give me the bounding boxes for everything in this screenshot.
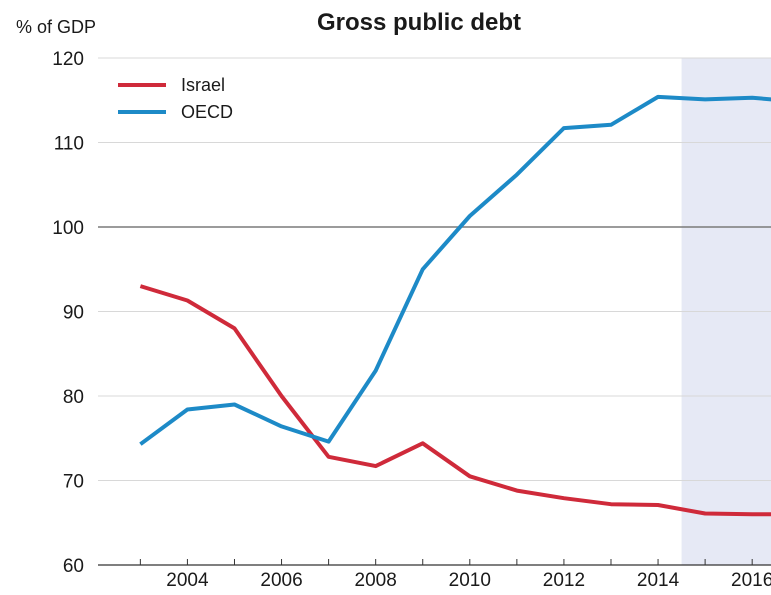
x-tick-label: 2014 [637, 570, 680, 590]
chart-title: Gross public debt [317, 9, 521, 36]
y-tick-label: 80 [63, 387, 84, 408]
y-tick-label: 70 [63, 472, 84, 493]
series-line-israel [139, 284, 771, 517]
x-tick-label: 2006 [260, 570, 302, 590]
series-line-oecd [139, 94, 771, 446]
legend-label-israel: Israel [181, 75, 225, 95]
y-tick-label: 110 [54, 134, 84, 155]
y-tick-label: 100 [52, 218, 84, 239]
y-tick-label: 90 [63, 303, 84, 324]
y-tick-label: 60 [63, 556, 84, 577]
x-tick-label: 2004 [166, 570, 209, 590]
y-axis-title: % of GDP [16, 17, 96, 37]
x-tick-label: 2016 [731, 570, 771, 590]
y-tick-label: 120 [52, 49, 84, 70]
legend-label-oecd: OECD [181, 102, 233, 122]
x-tick-label: 2008 [355, 570, 397, 590]
legend: Israel OECD [118, 75, 233, 122]
x-tick-label: 2010 [449, 570, 491, 590]
x-tick-label: 2012 [543, 570, 585, 590]
